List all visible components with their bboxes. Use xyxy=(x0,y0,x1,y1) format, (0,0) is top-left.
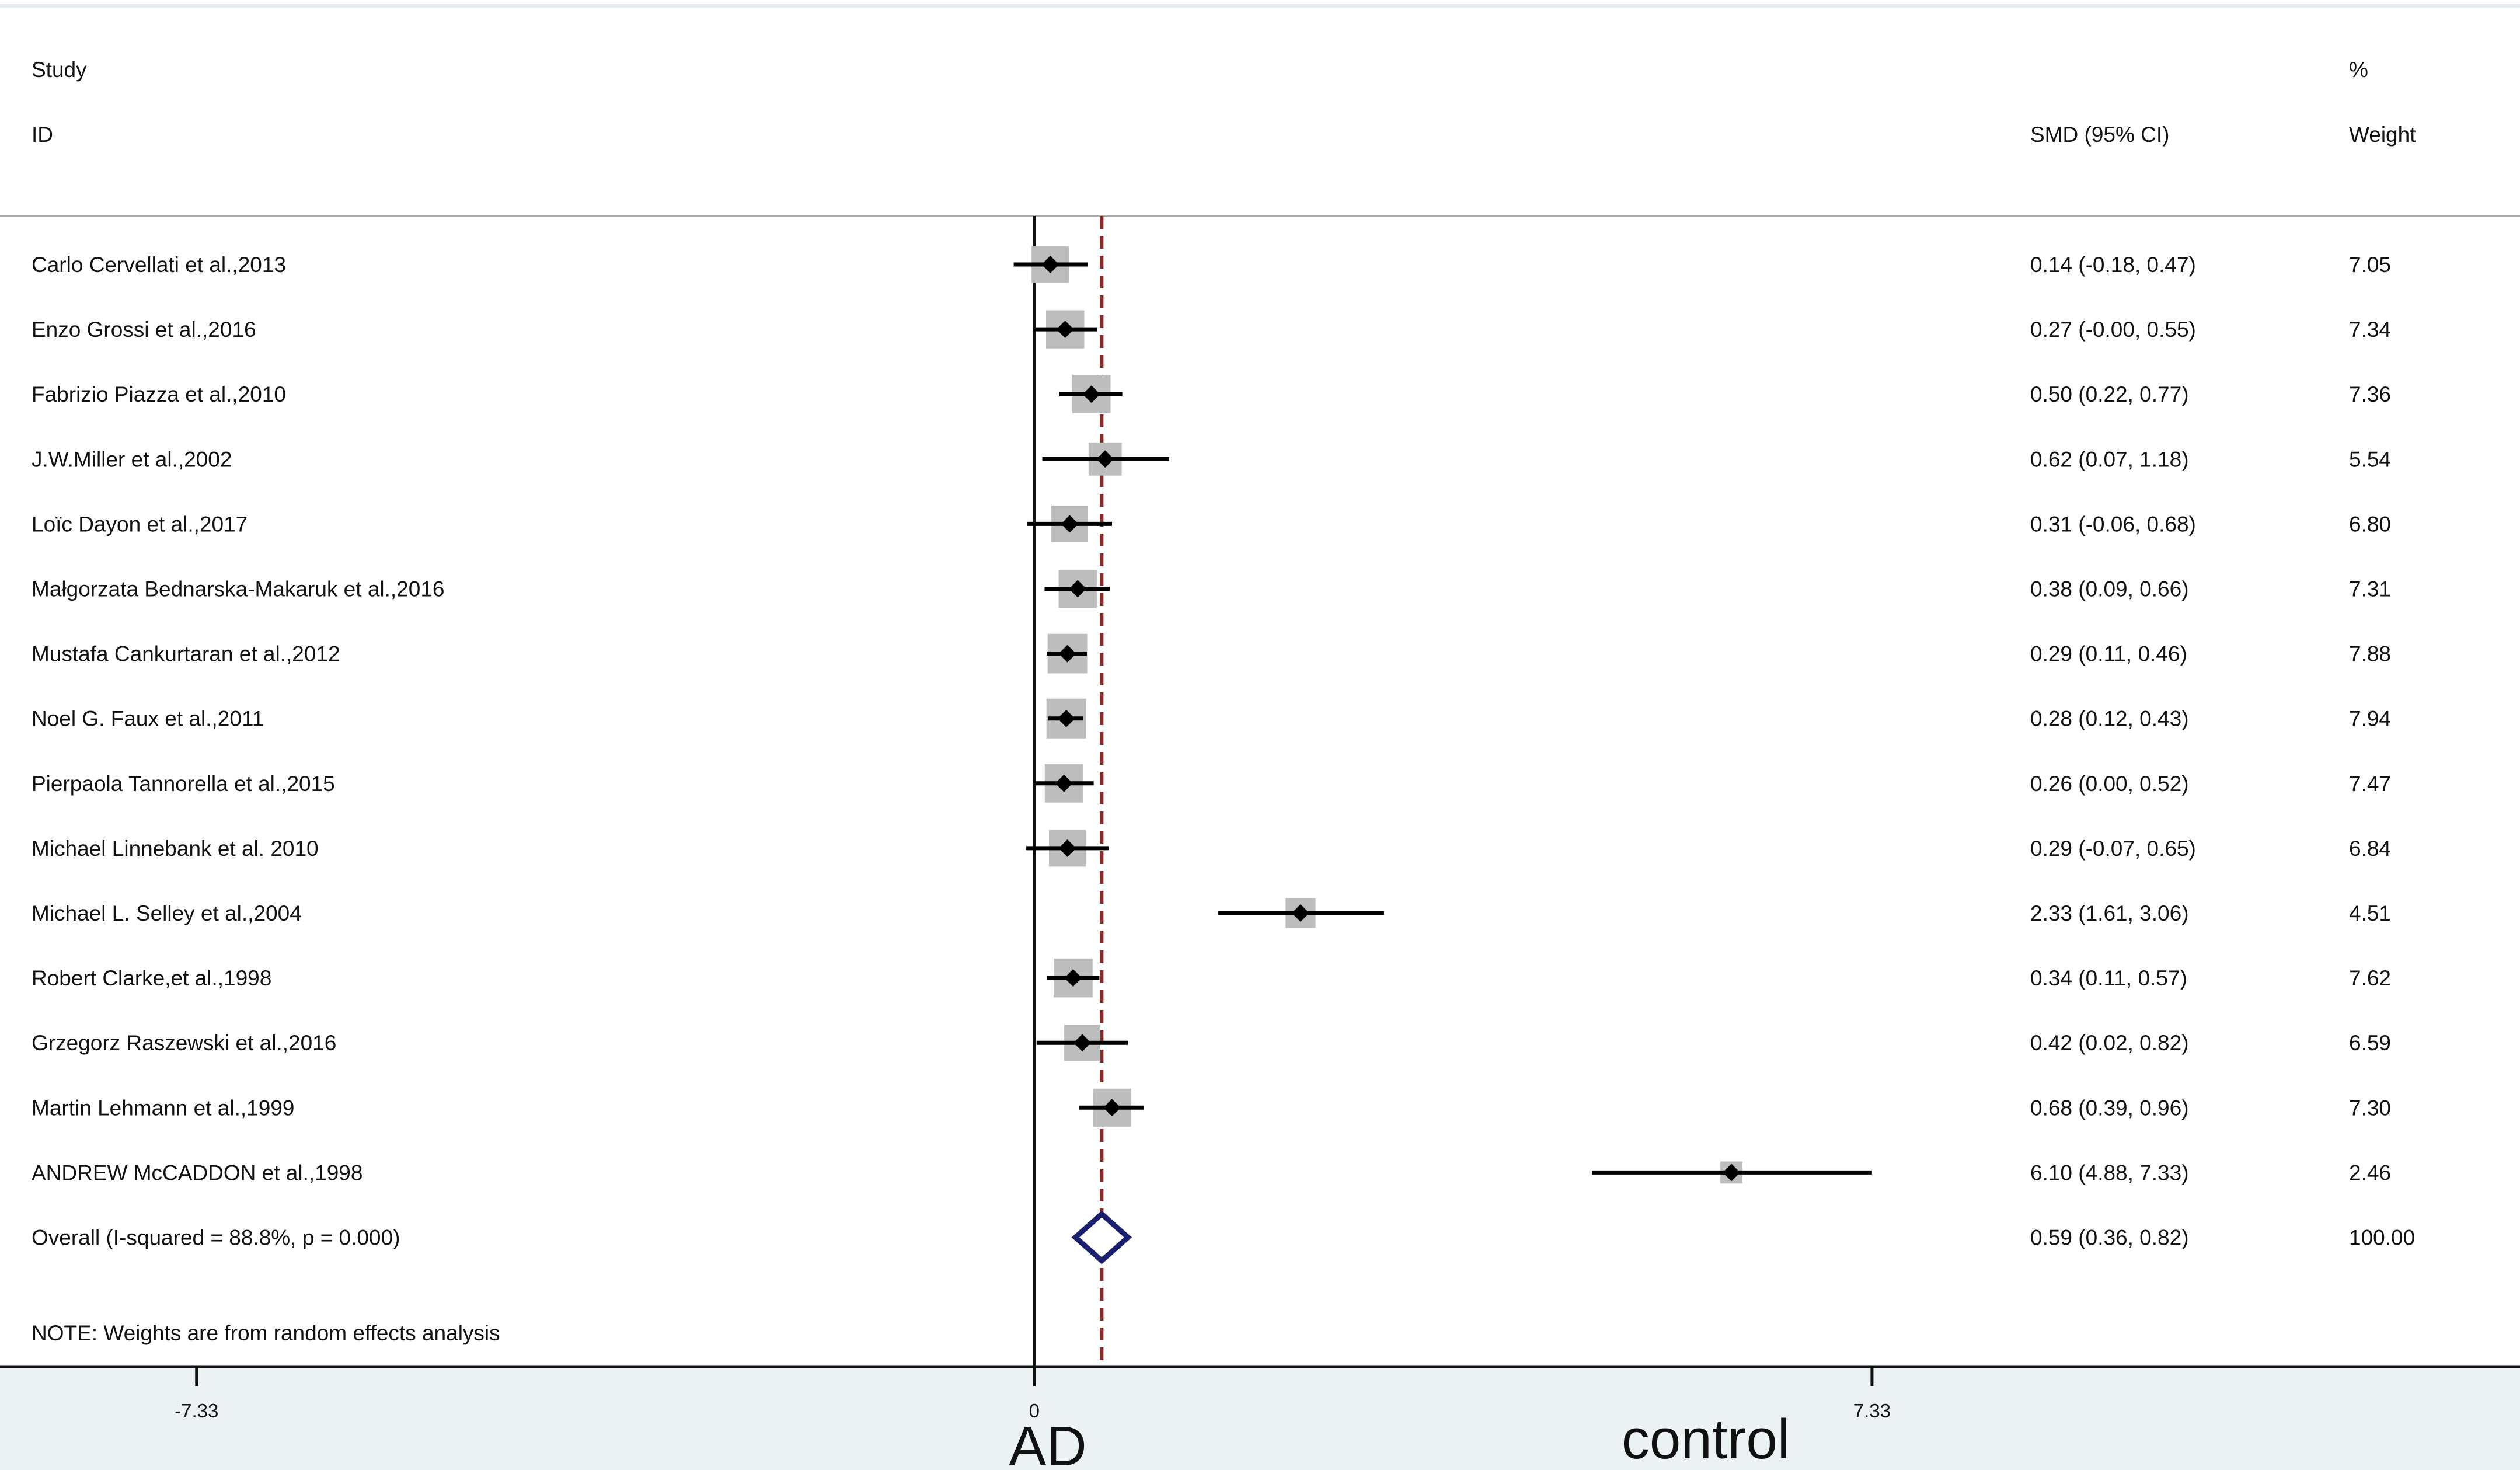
study-label: Michael L. Selley et al.,2004 xyxy=(32,901,302,925)
study-row: Mustafa Cankurtaran et al.,2012 0.29 (0.1… xyxy=(32,633,2391,674)
study-weight: 7.62 xyxy=(2349,966,2391,990)
x-tick-label: 0 xyxy=(1029,1400,1040,1422)
study-label: Martin Lehmann et al.,1999 xyxy=(32,1096,294,1120)
study-label: Michael Linnebank et al. 2010 xyxy=(32,837,319,861)
study-weight: 6.80 xyxy=(2349,512,2391,536)
study-weight: 7.36 xyxy=(2349,382,2391,406)
x-tick-label: 7.33 xyxy=(1853,1400,1891,1422)
study-row: Carlo Cervellati et al.,2013 0.14 (-0.18,… xyxy=(32,245,2391,284)
point-estimate xyxy=(1292,904,1310,922)
study-weight: 7.30 xyxy=(2349,1096,2391,1120)
study-row: Michael Linnebank et al. 2010 0.29 (-0.07… xyxy=(32,830,2391,867)
study-label: Loïc Dayon et al.,2017 xyxy=(32,512,248,536)
point-estimate xyxy=(1723,1164,1741,1182)
point-estimate xyxy=(1073,1034,1092,1052)
study-weight: 7.94 xyxy=(2349,707,2391,731)
overall-diamond xyxy=(1071,1210,1132,1265)
study-row: Robert Clarke,et al.,1998 0.34 (0.11, 0.5… xyxy=(32,958,2391,998)
point-estimate xyxy=(1058,839,1076,857)
overall-ci: 0.59 (0.36, 0.82) xyxy=(2030,1226,2189,1250)
header-id: ID xyxy=(32,123,53,147)
study-row: Martin Lehmann et al.,1999 0.68 (0.39, 0.… xyxy=(32,1088,2391,1127)
study-ci: 0.42 (0.02, 0.82) xyxy=(2030,1031,2189,1055)
study-row: Enzo Grossi et al.,2016 0.27 (-0.00, 0.55… xyxy=(32,310,2391,349)
point-estimate xyxy=(1041,256,1059,273)
study-row: J.W.Miller et al.,2002 0.62 (0.07, 1.18) 5… xyxy=(32,442,2391,476)
study-label: Noel G. Faux et al.,2011 xyxy=(32,707,264,731)
overall-label: Overall (I-squared = 88.8%, p = 0.000) xyxy=(32,1226,400,1250)
study-row: Fabrizio Piazza et al.,2010 0.50 (0.22, 0… xyxy=(32,375,2391,413)
point-estimate xyxy=(1103,1099,1121,1117)
study-weight: 5.54 xyxy=(2349,447,2391,471)
study-ci: 6.10 (4.88, 7.33) xyxy=(2030,1161,2189,1185)
note-text: NOTE: Weights are from random effects an… xyxy=(32,1321,500,1345)
study-weight: 7.31 xyxy=(2349,577,2391,601)
point-estimate xyxy=(1069,580,1087,598)
header-weight: Weight xyxy=(2349,123,2416,147)
study-row: ANDREW McCADDON et al.,1998 6.10 (4.88, 7… xyxy=(32,1161,2391,1185)
point-estimate xyxy=(1082,385,1100,403)
study-weight: 7.88 xyxy=(2349,642,2391,666)
side-label-left: AD xyxy=(1009,1415,1086,1470)
study-ci: 2.33 (1.61, 3.06) xyxy=(2030,901,2189,925)
study-row: Małgorzata Bednarska-Makaruk et al.,2016… xyxy=(32,569,2391,608)
study-weight: 6.84 xyxy=(2349,837,2391,861)
study-label: Pierpaola Tannorella et al.,2015 xyxy=(32,772,335,796)
study-label: Mustafa Cankurtaran et al.,2012 xyxy=(32,642,340,666)
study-label: Robert Clarke,et al.,1998 xyxy=(32,966,271,990)
study-row: Noel G. Faux et al.,2011 0.28 (0.12, 0.43… xyxy=(32,698,2391,739)
header-percent: % xyxy=(2349,58,2368,82)
study-label: Enzo Grossi et al.,2016 xyxy=(32,318,256,342)
point-estimate xyxy=(1058,645,1076,663)
study-weight: 6.59 xyxy=(2349,1031,2391,1055)
study-ci: 0.27 (-0.00, 0.55) xyxy=(2030,318,2196,342)
study-rows: Carlo Cervellati et al.,2013 0.14 (-0.18,… xyxy=(32,245,2391,1185)
point-estimate xyxy=(1057,709,1075,727)
point-estimate xyxy=(1056,321,1074,339)
study-label: Małgorzata Bednarska-Makaruk et al.,2016 xyxy=(32,577,444,601)
study-weight: 7.05 xyxy=(2349,253,2391,277)
study-ci: 0.29 (0.11, 0.46) xyxy=(2030,642,2187,666)
x-tick-label: -7.33 xyxy=(175,1400,218,1422)
study-row: Loïc Dayon et al.,2017 0.31 (-0.06, 0.68)… xyxy=(32,505,2391,542)
overall-row: Overall (I-squared = 88.8%, p = 0.000) 0.… xyxy=(32,1210,2415,1265)
x-axis-ticks: -7.33 0 7.33 xyxy=(175,1367,1891,1422)
study-ci: 0.26 (0.00, 0.52) xyxy=(2030,772,2189,796)
header-study: Study xyxy=(32,58,87,82)
point-estimate xyxy=(1055,774,1073,792)
study-label: J.W.Miller et al.,2002 xyxy=(32,447,232,471)
side-label-right: control xyxy=(1622,1408,1790,1470)
point-estimate xyxy=(1096,450,1114,468)
study-weight: 7.47 xyxy=(2349,772,2391,796)
header-smd: SMD (95% CI) xyxy=(2030,123,2169,147)
point-estimate xyxy=(1061,515,1079,533)
axis-band xyxy=(0,1367,2520,1470)
study-weight: 7.34 xyxy=(2349,318,2391,342)
study-row: Grzegorz Raszewski et al.,2016 0.42 (0.02… xyxy=(32,1025,2391,1061)
study-ci: 0.31 (-0.06, 0.68) xyxy=(2030,512,2196,536)
study-label: ANDREW McCADDON et al.,1998 xyxy=(32,1161,363,1185)
study-ci: 0.29 (-0.07, 0.65) xyxy=(2030,837,2196,861)
study-label: Fabrizio Piazza et al.,2010 xyxy=(32,382,286,406)
study-ci: 0.28 (0.12, 0.43) xyxy=(2030,707,2189,731)
study-label: Grzegorz Raszewski et al.,2016 xyxy=(32,1031,336,1055)
study-row: Pierpaola Tannorella et al.,2015 0.26 (0.… xyxy=(32,764,2391,803)
study-ci: 0.68 (0.39, 0.96) xyxy=(2030,1096,2189,1120)
study-ci: 0.62 (0.07, 1.18) xyxy=(2030,447,2189,471)
study-ci: 0.14 (-0.18, 0.47) xyxy=(2030,253,2196,277)
reference-lines xyxy=(1033,216,1104,1367)
study-ci: 0.38 (0.09, 0.66) xyxy=(2030,577,2189,601)
study-weight: 2.46 xyxy=(2349,1161,2391,1185)
overall-weight: 100.00 xyxy=(2349,1226,2415,1250)
point-estimate xyxy=(1064,969,1082,987)
study-ci: 0.50 (0.22, 0.77) xyxy=(2030,382,2189,406)
study-weight: 4.51 xyxy=(2349,901,2391,925)
study-ci: 0.34 (0.11, 0.57) xyxy=(2030,966,2187,990)
study-row: Michael L. Selley et al.,2004 2.33 (1.61,… xyxy=(32,898,2391,928)
study-label: Carlo Cervellati et al.,2013 xyxy=(32,253,286,277)
